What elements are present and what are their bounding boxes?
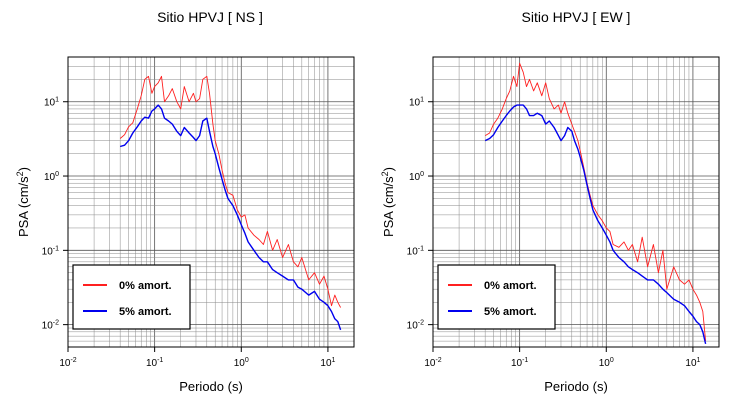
- legend-box: [437, 264, 556, 330]
- legend-label: 0% amort.: [484, 280, 537, 292]
- y-tick-label: 10-2: [407, 320, 424, 332]
- series-line: [119, 75, 341, 308]
- legend-label: 5% amort.: [119, 306, 172, 318]
- series-line: [484, 104, 707, 345]
- x-tick-label: 10-2: [424, 357, 441, 369]
- x-tick-label: 10-1: [146, 357, 163, 369]
- x-axis-label: Periodo (s): [544, 379, 608, 394]
- series-line: [120, 104, 342, 331]
- y-tick-label: 10-2: [42, 320, 59, 332]
- legend-label: 5% amort.: [484, 306, 537, 318]
- y-tick-label: 10-1: [407, 245, 424, 257]
- axes-frame: [432, 56, 720, 348]
- x-tick-label: 101: [320, 357, 335, 369]
- y-tick-label: 10-1: [42, 245, 59, 257]
- y-axis-label: PSA (cm/s2): [15, 167, 31, 237]
- x-tick-label: 10-2: [59, 357, 76, 369]
- legend-label: 0% amort.: [119, 280, 172, 292]
- grid-lines: [432, 56, 720, 348]
- y-tick-label: 100: [409, 171, 424, 183]
- y-tick-label: 100: [44, 171, 59, 183]
- legend: 0% amort. 5% amort.: [72, 264, 191, 330]
- chart-title: Sitio HPVJ [ NS ]: [157, 9, 263, 25]
- x-tick-label: 100: [234, 357, 249, 369]
- y-tick-label: 101: [44, 97, 59, 109]
- x-axis-label: Periodo (s): [179, 379, 243, 394]
- x-tick-label: 100: [599, 357, 614, 369]
- chart-panel: 10-2 10-1 100 101 10-2 10-1 100 101 Sitio HPVJ […: [15, 9, 355, 394]
- x-tick-label: 10-1: [511, 357, 528, 369]
- legend: 0% amort. 5% amort.: [437, 264, 556, 330]
- x-tick-label: 101: [685, 357, 700, 369]
- axes-frame: [67, 56, 355, 348]
- chart-title: Sitio HPVJ [ EW ]: [522, 9, 631, 25]
- y-axis-label: PSA (cm/s2): [380, 167, 396, 237]
- y-tick-label: 101: [409, 97, 424, 109]
- chart-panel: 10-2 10-1 100 101 10-2 10-1 100 101 Sitio HPVJ […: [380, 9, 720, 394]
- legend-box: [72, 264, 191, 330]
